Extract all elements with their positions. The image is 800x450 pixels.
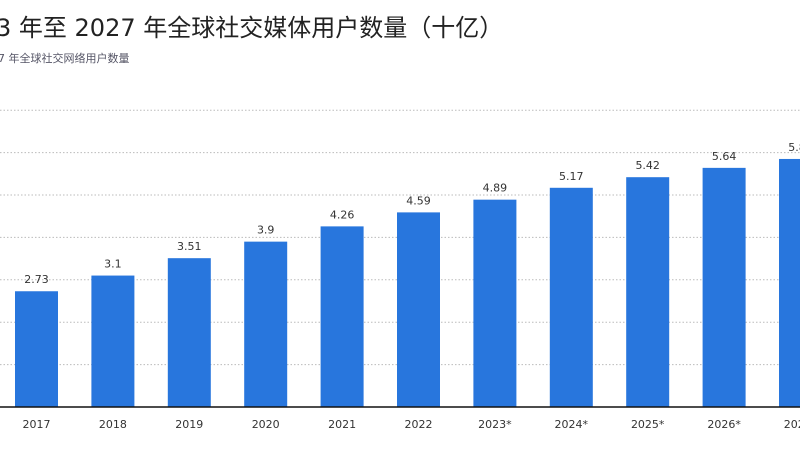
x-tick-label: 2022 [405,418,433,431]
data-label: 5.85 [788,141,800,154]
data-label: 5.42 [635,159,660,172]
bar-2027* [779,158,800,407]
x-tick-label: 2021 [328,418,356,431]
x-tick-label: 2018 [99,418,127,431]
bar-2020 [244,241,288,407]
x-tick-label: 2024* [555,418,589,431]
data-label: 3.9 [257,224,275,237]
bar-2025* [626,177,670,407]
data-label: 5.17 [559,170,584,183]
data-label: 4.89 [483,182,508,195]
data-label: 5.64 [712,150,737,163]
x-tick-label: 2023* [478,418,512,431]
x-tick-label: 2019 [175,418,203,431]
x-tick-label: 2020 [252,418,280,431]
bar-2022 [397,212,440,407]
x-tick-label: 2025* [631,418,665,431]
bar-2019 [167,258,211,407]
x-tick-label: 2027* [784,418,800,431]
bar-2021 [320,226,364,407]
chart-title: 3 年至 2027 年全球社交媒体用户数量（十亿） [0,14,504,42]
data-label: 3.51 [177,240,202,253]
x-tick-label: 2026* [707,418,741,431]
data-label: 4.59 [406,194,431,207]
bar-2026* [702,167,746,407]
bar-2018 [91,275,135,407]
data-label: 2.73 [24,273,49,286]
chart-subtitle: 7 年全球社交网络用户数量 [0,52,130,65]
bar-2023* [473,199,517,407]
bar-2017 [15,291,58,407]
bar-2024* [549,187,593,407]
data-label: 3.1 [104,258,122,271]
x-tick-label: 2017 [23,418,51,431]
data-label: 4.26 [330,208,355,221]
